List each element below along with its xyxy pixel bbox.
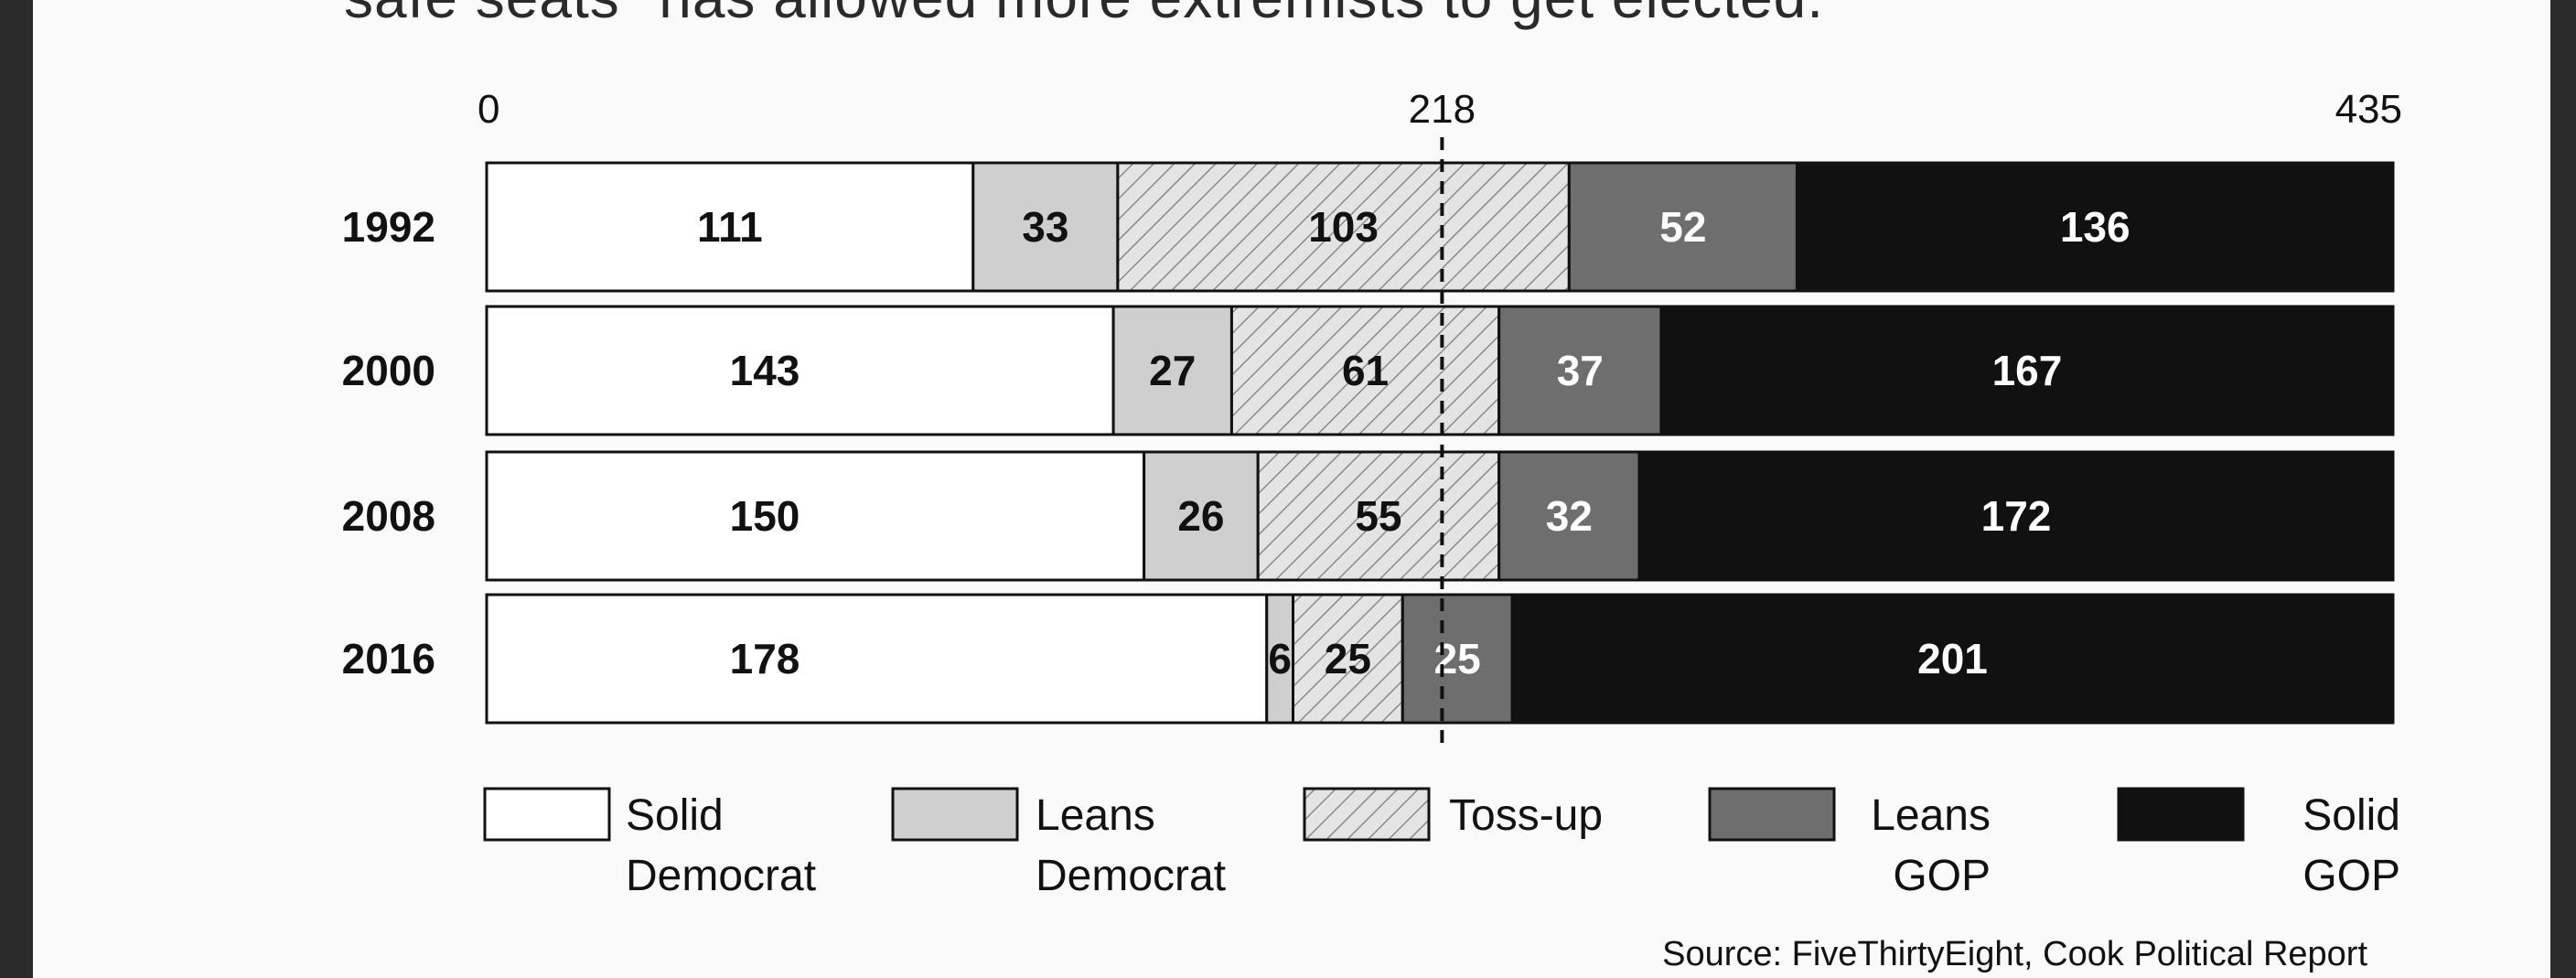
cut-off-headline: safe seats" has allowed more extremists … [344, 0, 1824, 31]
bar-segment [1497, 450, 1641, 582]
legend-swatch [2117, 787, 2245, 842]
legend-label: Solid [2302, 791, 2400, 840]
x-tick-label: 218 [1409, 87, 1476, 132]
value-label: 167 [1992, 347, 2063, 394]
bar-segment [1229, 305, 1501, 436]
value-label: 172 [1981, 492, 2052, 540]
bar-segment [1143, 450, 1260, 582]
bar-segment [1659, 305, 2395, 436]
bar-segment [485, 305, 1115, 436]
year-label: 2016 [342, 635, 435, 682]
legend-label: Toss-up [1449, 791, 1603, 840]
legend-label: Leans [1036, 791, 1155, 840]
value-label: 55 [1355, 492, 1401, 540]
bar-segment [1637, 450, 2395, 582]
value-label: 201 [1917, 635, 1988, 682]
value-label: 26 [1177, 492, 1224, 540]
legend: Solid Democrat Leans Democrat Toss-up Leans GO… [483, 787, 2400, 900]
value-label: 150 [730, 492, 800, 540]
bar-segment [485, 593, 1269, 725]
bar-segment [1292, 593, 1404, 725]
bar-segment [485, 450, 1146, 582]
x-axis-ticks: 0 218 435 [478, 87, 2402, 132]
source-note: Source: FiveThirtyEight, Cook Political … [1662, 935, 2367, 973]
bar-segment [1265, 593, 1295, 725]
legend-swatch [1303, 787, 1431, 842]
value-label: 6 [1268, 635, 1292, 682]
legend-label: GOP [2302, 852, 2400, 900]
value-label: 136 [2060, 203, 2131, 251]
legend-label: Leans [1871, 791, 1991, 840]
bar-segment [1567, 161, 1798, 293]
value-label: 33 [1022, 203, 1068, 251]
bar-segment [485, 161, 975, 293]
value-label: 27 [1149, 347, 1196, 394]
value-label: 178 [730, 635, 800, 682]
bar-segment [971, 161, 1120, 293]
stacked-bar-chart: 0 218 435 1992 111 33 103 52 136 2000 143 27 61 37 16… [342, 87, 2402, 900]
year-label: 1992 [342, 203, 435, 251]
value-label: 61 [1342, 347, 1389, 394]
x-tick-label: 0 [478, 87, 499, 132]
year-label: 2008 [342, 492, 435, 540]
bar-segment [1795, 161, 2395, 293]
chart-frame: safe seats" has allowed more extremists … [33, 0, 2550, 978]
value-label: 25 [1325, 635, 1371, 682]
bar-segment [1116, 161, 1571, 293]
year-label: 2000 [342, 347, 435, 394]
value-label: 52 [1659, 203, 1706, 251]
x-tick-label: 435 [2335, 87, 2402, 132]
bar-segment [1510, 593, 2395, 725]
value-label: 111 [697, 203, 763, 251]
legend-label: Solid [626, 791, 724, 840]
bar-segment [1497, 305, 1663, 436]
legend-label: Democrat [626, 852, 816, 900]
value-label: 37 [1557, 347, 1604, 394]
value-label: 32 [1546, 492, 1593, 540]
legend-swatch [483, 787, 611, 842]
legend-swatch [1708, 787, 1836, 842]
legend-label: Democrat [1036, 852, 1226, 900]
bar-segment [1111, 305, 1233, 436]
bar-segment [1401, 593, 1514, 725]
bar-segment [1256, 450, 1501, 582]
legend-swatch [891, 787, 1019, 842]
bars: 1992 111 33 103 52 136 2000 143 27 61 37 167 2008 150… [342, 161, 2395, 725]
value-label: 103 [1308, 203, 1379, 251]
legend-label: GOP [1893, 852, 1991, 900]
value-label: 143 [730, 347, 800, 394]
